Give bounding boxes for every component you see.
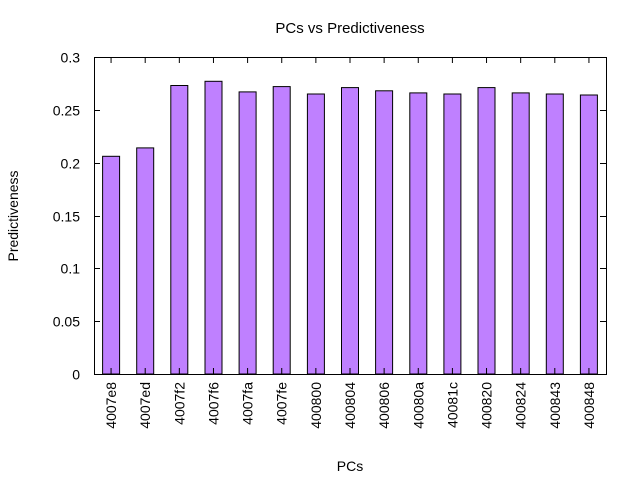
x-ticks-group: 4007e8 4007ed 4007f2 4007f6 4007fa 4007fe 4008… [103, 57, 597, 429]
bar-4007fa [238, 91, 257, 375]
y-tick-label: 0.15 [53, 209, 80, 225]
y-axis-label: Predictiveness [5, 170, 21, 261]
x-tick-label: 400804 [342, 382, 358, 429]
y-tick-label: 0.05 [53, 314, 80, 330]
x-tick-label: 400820 [479, 382, 495, 429]
x-tick-label: 4007ed [137, 382, 153, 429]
y-ticks-group: 0 0.05 0.1 0.15 0.2 0.25 0.3 [53, 50, 606, 383]
bar-40081c [443, 93, 462, 375]
x-tick-label: 4007e8 [103, 382, 119, 429]
x-tick-label: 4007fe [274, 382, 290, 425]
bar-400820 [477, 87, 496, 375]
chart-title: PCs vs Predictiveness [275, 20, 424, 37]
bars-group [102, 80, 598, 375]
bar-4007ed [136, 147, 155, 375]
x-axis-label: PCs [337, 458, 363, 474]
x-tick-label: 400824 [513, 382, 529, 429]
bar-400800 [306, 93, 325, 375]
bar-400824 [511, 92, 530, 375]
y-tick-label: 0 [72, 367, 80, 383]
bar-4007fe [272, 86, 291, 375]
plot-frame [94, 57, 607, 375]
x-tick-label: 4007fa [240, 382, 256, 425]
bar-400843 [545, 93, 564, 375]
bar-4007f6 [204, 80, 223, 375]
y-tick-label: 0.25 [53, 103, 80, 119]
bar-400848 [579, 94, 598, 375]
x-tick-label: 400843 [547, 382, 563, 429]
bar-400806 [375, 90, 394, 375]
x-tick-label: 4007f6 [205, 382, 221, 425]
x-tick-label: 400848 [581, 382, 597, 429]
bar-4007f2 [170, 85, 189, 375]
y-tick-label: 0.3 [61, 50, 81, 66]
x-tick-label: 400806 [376, 382, 392, 429]
y-tick-label: 0.2 [61, 156, 81, 172]
bar-400804 [341, 87, 359, 375]
bar-40080a [409, 92, 428, 375]
x-tick-label: 40080a [410, 382, 426, 429]
x-tick-label: 4007f2 [171, 382, 187, 425]
x-tick-label: 40081c [444, 382, 460, 428]
y-tick-label: 0.1 [61, 261, 81, 277]
x-tick-label: 400800 [308, 382, 324, 429]
bar-4007e8 [102, 155, 121, 375]
